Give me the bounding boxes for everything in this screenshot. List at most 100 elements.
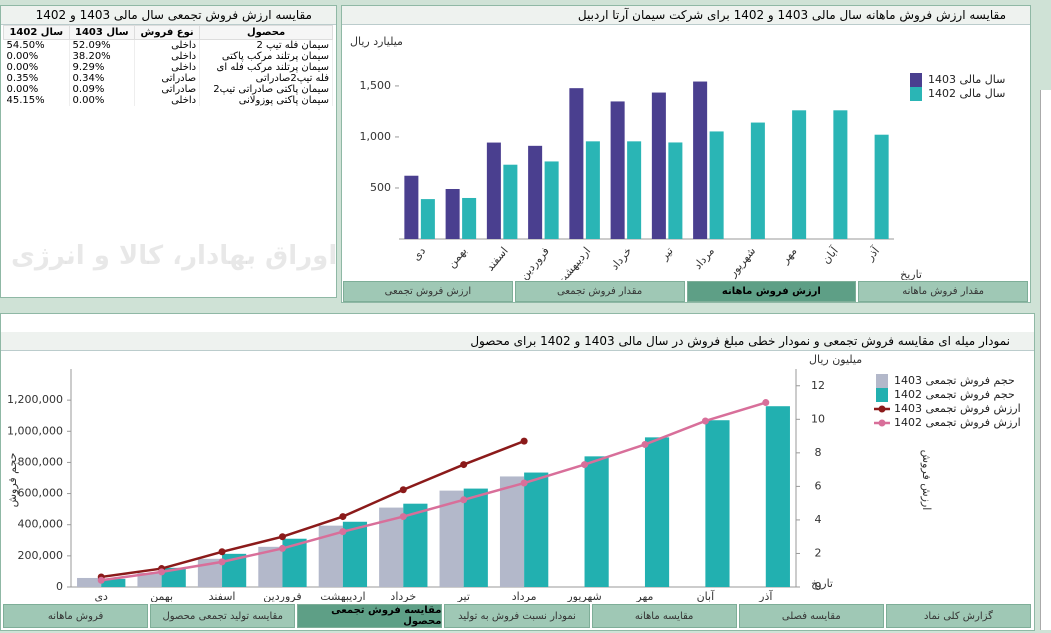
y2-axis-label: ارزش فروش — [920, 450, 933, 511]
panel-title: نمودار میله ای مقایسه فروش تجمعی و نمودا… — [1, 332, 1034, 351]
bar — [668, 142, 683, 239]
table-row: 54.50% 52.09% داخلی سیمان فله تیپ 2 — [3, 39, 333, 51]
x-tick-label: مهر — [635, 590, 653, 602]
legend-swatch — [910, 87, 922, 101]
table-body: 54.50% 52.09% داخلی سیمان فله تیپ 2 0.00% 38.… — [3, 39, 333, 106]
monthly-chart-panel: مقایسه ارزش فروش ماهانه سال مالی 1403 و … — [341, 5, 1031, 303]
table-panel: مقایسه ارزش فروش تجمعی سال مالی 1403 و 1… — [0, 5, 337, 298]
column-header: محصول — [199, 25, 333, 40]
line — [101, 401, 767, 582]
table-cell: فله تیپ2صادراتی — [199, 73, 333, 84]
x-tick-label: آبان — [819, 243, 842, 266]
tab[interactable]: مقدار فروش تجمعی — [514, 281, 685, 302]
x-tick-label: بهمن — [150, 590, 173, 602]
y-tick-label: 1,500 — [360, 79, 392, 92]
bar — [403, 503, 428, 587]
tab[interactable]: مقایسه فروش تجمعی محصول — [297, 604, 443, 628]
table-cell: 45.15% — [3, 95, 70, 106]
bar — [874, 134, 889, 239]
bar — [585, 141, 600, 239]
table-row: 45.15% 0.00% داخلی سیمان پاکتی پوزولانی — [3, 95, 333, 106]
panel-title: مقایسه ارزش فروش ماهانه سال مالی 1403 و … — [342, 6, 1030, 25]
line-marker — [460, 496, 468, 504]
legend-swatch — [876, 374, 888, 388]
table-cell: 0.35% — [3, 73, 70, 84]
table-cell: سیمان پرتلند مرکب فله ای — [199, 62, 333, 73]
x-tick-label: اردیبهشت — [320, 590, 365, 602]
line-marker — [158, 568, 166, 576]
x-tick-label: مرداد — [512, 590, 537, 602]
watermark: کارگزار بورس اوراق بهادار، کالا و انرژی — [11, 241, 337, 271]
tab[interactable]: نمودار نسبت فروش به تولید — [444, 604, 590, 628]
y-unit: میلیارد ریال — [350, 35, 403, 48]
bar — [101, 578, 126, 587]
line — [101, 439, 525, 579]
table-cell: صادراتی — [134, 73, 201, 84]
bar — [584, 456, 609, 587]
bar — [342, 521, 368, 587]
bar — [420, 199, 435, 239]
table-cell: 0.00% — [69, 95, 136, 106]
table-cell: 0.34% — [69, 73, 136, 84]
y-tick-label: 1,000 — [360, 130, 392, 143]
bar — [651, 92, 666, 239]
table-cell: 0.00% — [3, 62, 70, 73]
table-cell: داخلی — [134, 51, 201, 62]
x-tick-label: تیر — [456, 590, 469, 602]
y-tick-label: 600,000 — [18, 487, 64, 500]
x-tick-label: شهریور — [566, 590, 601, 602]
table-cell: داخلی — [134, 62, 201, 73]
line-marker — [581, 461, 589, 469]
tab[interactable]: مقایسه تولید تجمعی محصول — [150, 604, 296, 628]
column-header: نوع فروش — [134, 25, 201, 40]
tab[interactable]: مقدار فروش ماهانه — [858, 281, 1028, 302]
tab[interactable]: ارزش فروش ماهانه — [686, 281, 857, 302]
line-marker — [762, 399, 770, 407]
y-tick-label: 400,000 — [18, 518, 64, 531]
y2-tick-label: 4 — [815, 513, 822, 526]
bar — [463, 488, 488, 587]
x-tick-label: خرداد — [608, 245, 635, 273]
x-tick-label: مرداد — [691, 244, 717, 271]
table-row: 0.35% 0.34% صادراتی فله تیپ2صادراتی — [3, 73, 333, 84]
tab[interactable]: گزارش کلی نماد — [885, 604, 1031, 628]
table-cell: 0.09% — [69, 84, 136, 95]
x-tick-label: فروردین — [263, 590, 301, 602]
line-marker — [218, 548, 226, 556]
y2-tick-label: 10 — [811, 412, 825, 425]
table-cell: صادراتی — [134, 84, 201, 95]
legend-label: حجم فروش تجمعی 1403 — [894, 374, 1015, 387]
column-header: سال 1402 — [3, 25, 70, 40]
x-tick-label: آذر — [862, 243, 883, 264]
table-cell: سیمان پرتلند مرکب پاکتی — [199, 51, 333, 62]
legend-label: سال مالی 1402 — [928, 87, 1005, 100]
legend-label: سال مالی 1403 — [928, 73, 1005, 86]
bar — [765, 406, 790, 587]
bar — [610, 101, 625, 239]
bar — [524, 472, 549, 587]
x-tick-label: مهر — [778, 244, 800, 266]
tab[interactable]: مقایسه فصلی — [738, 604, 884, 628]
legend-label: ارزش فروش تجمعی 1402 — [894, 416, 1021, 429]
table-cell: 9.29% — [69, 62, 136, 73]
table-cell: سیمان فله تیپ 2 — [199, 39, 333, 51]
column-header: سال 1403 — [68, 25, 136, 40]
table: سال 1402 سال 1403 نوع فروش محصول 54.50% 52.0… — [3, 25, 333, 106]
x-tick-label: فروردین — [517, 245, 552, 280]
line-marker — [460, 461, 468, 469]
line-marker — [339, 528, 347, 536]
bar — [693, 81, 708, 239]
bar — [833, 110, 848, 240]
side-strip — [1040, 90, 1051, 630]
tab[interactable]: مقایسه ماهانه — [591, 604, 737, 628]
table-cell: 54.50% — [3, 39, 70, 51]
table-cell: 0.00% — [3, 51, 70, 62]
line-marker — [520, 437, 528, 445]
tab[interactable]: فروش ماهانه — [3, 604, 149, 628]
tab[interactable]: ارزش فروش تجمعی — [343, 281, 513, 302]
bar — [462, 197, 477, 239]
line-marker — [278, 533, 286, 541]
legend-swatch — [876, 388, 888, 402]
bar — [528, 145, 543, 239]
